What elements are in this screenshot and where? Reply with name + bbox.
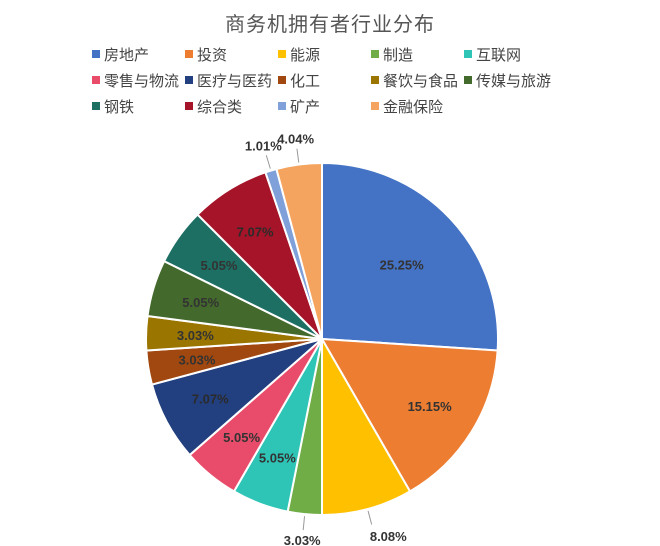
legend-label: 投资: [197, 45, 228, 64]
legend-label: 互联网: [476, 45, 522, 64]
pie-slice: [275, 161, 323, 340]
pie-slice: [321, 335, 412, 517]
legend-item: 钢铁: [92, 96, 185, 116]
legend-swatch: [464, 76, 472, 84]
legend-label: 房地产: [104, 45, 150, 64]
legend-label: 钢铁: [104, 97, 135, 116]
legend-swatch: [278, 76, 286, 84]
data-label: 25.25%: [380, 257, 425, 272]
chart-title: 商务机拥有者行业分布: [225, 12, 435, 36]
legend-swatch: [371, 102, 379, 110]
legend-item: 矿产: [278, 96, 371, 116]
legend-item: 传媒与旅游: [464, 70, 557, 90]
data-label: 4.04%: [277, 132, 314, 147]
legend-item: 能源: [278, 44, 371, 64]
legend-item: 房地产: [92, 44, 185, 64]
legend: 房地产 投资 能源 制造 互联网零售与物流 医疗与医药 化工 餐饮与食品 传媒与旅游钢铁 综合类 矿…: [92, 44, 572, 116]
legend-label: 零售与物流: [104, 71, 180, 90]
data-label: 1.01%: [245, 139, 282, 154]
data-label: 3.03%: [177, 328, 214, 343]
legend-item: 投资: [185, 44, 278, 64]
legend-item: 医疗与医药: [185, 70, 278, 90]
legend-label: 制造: [383, 45, 414, 64]
legend-item: 化工: [278, 70, 371, 90]
legend-label: 餐饮与食品: [383, 71, 459, 90]
data-label: 7.07%: [192, 392, 229, 407]
data-label: 3.03%: [179, 353, 216, 368]
legend-swatch: [371, 76, 379, 84]
legend-item: 制造: [371, 44, 464, 64]
data-label: 5.05%: [182, 295, 219, 310]
legend-swatch: [185, 50, 193, 58]
legend-item: 餐饮与食品: [371, 70, 464, 90]
legend-label: 医疗与医药: [197, 71, 273, 90]
data-label: 5.05%: [223, 430, 260, 445]
leader-line: [265, 155, 271, 169]
legend-item: 零售与物流: [92, 70, 185, 90]
legend-label: 化工: [290, 71, 321, 90]
legend-swatch: [278, 102, 286, 110]
pie-slice: [320, 337, 499, 493]
legend-swatch: [371, 50, 379, 58]
data-label: 5.05%: [259, 451, 296, 466]
legend-swatch: [185, 102, 193, 110]
legend-swatch: [92, 50, 100, 58]
legend-item: 金融保险: [371, 96, 464, 116]
legend-label: 传媒与旅游: [476, 71, 552, 90]
pie-slice: [321, 161, 499, 352]
legend-label: 能源: [290, 45, 321, 64]
legend-swatch: [464, 50, 472, 58]
leader-line: [367, 510, 373, 525]
legend-swatch: [92, 76, 100, 84]
legend-label: 综合类: [197, 97, 243, 116]
leader-line: [302, 516, 306, 531]
legend-swatch: [278, 50, 286, 58]
leader-line: [296, 148, 300, 163]
data-label: 7.07%: [237, 224, 274, 239]
data-label: 8.08%: [370, 529, 407, 544]
legend-swatch: [185, 76, 193, 84]
legend-item: 综合类: [185, 96, 278, 116]
legend-label: 矿产: [290, 97, 321, 116]
data-label: 5.05%: [201, 258, 238, 273]
legend-item: 互联网: [464, 44, 557, 64]
data-label: 15.15%: [408, 399, 453, 414]
data-label: 3.03%: [284, 533, 321, 546]
legend-label: 金融保险: [383, 97, 444, 116]
legend-swatch: [92, 102, 100, 110]
